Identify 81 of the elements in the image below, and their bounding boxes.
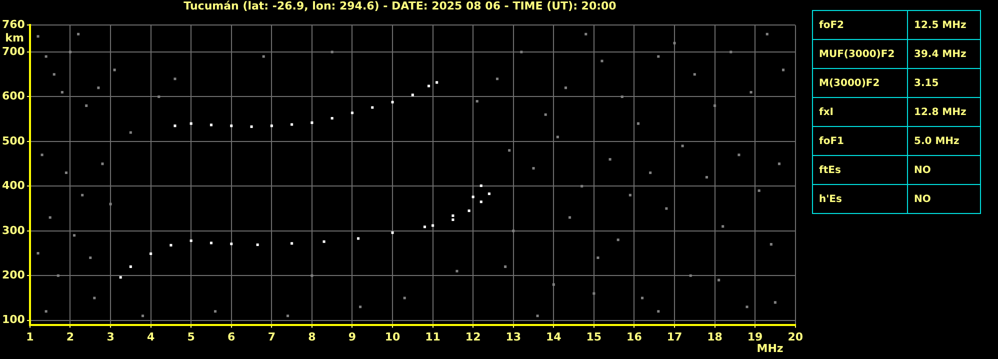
- point: [391, 100, 394, 104]
- point: [174, 124, 176, 128]
- y-tick-label: 100: [2, 313, 26, 326]
- point: [423, 226, 426, 228]
- x-tick-label: 14: [546, 330, 562, 344]
- point: [350, 112, 354, 114]
- text: fxI: [812, 98, 908, 126]
- text: NO: [908, 184, 980, 214]
- chart-title: Tucumán (lat: -26.9, lon: 294.6) - DATE: 2025 08 06 - TIME (UT): 20:00: [184, 0, 617, 12]
- x-tick-label: 4: [146, 330, 155, 344]
- x-tick-label: 19: [747, 330, 763, 344]
- point: [357, 237, 360, 240]
- x-axis-title: MHz: [756, 342, 784, 356]
- point: [468, 210, 470, 212]
- x-tick-label: 15: [586, 330, 602, 344]
- point: [411, 94, 414, 96]
- point: [190, 122, 192, 125]
- x-tick-label: 8: [308, 330, 316, 344]
- y-tick-label: 760: [2, 18, 26, 32]
- x-tick-label: 18: [707, 330, 722, 344]
- text: 39.4 MHz: [908, 40, 980, 68]
- point: [488, 192, 490, 196]
- point: [480, 184, 482, 188]
- point: [480, 200, 482, 204]
- y-axis-title: km: [5, 32, 24, 45]
- point: [436, 81, 438, 84]
- point: [290, 242, 294, 245]
- y-tick-label: 500: [2, 134, 26, 148]
- text: ftEs: [812, 156, 908, 184]
- x-tick-label: 16: [626, 330, 642, 344]
- text: MUF(3000)F2: [812, 40, 908, 68]
- point: [256, 243, 259, 246]
- point: [170, 244, 172, 246]
- point: [270, 124, 273, 128]
- point: [330, 116, 334, 120]
- point: [472, 196, 474, 198]
- text: 12.5 MHz: [908, 10, 980, 40]
- point: [230, 242, 233, 246]
- y-tick-label: 700: [2, 44, 26, 58]
- point: [391, 231, 394, 234]
- point: [210, 124, 213, 126]
- point: [190, 239, 192, 242]
- x-tick-label: 17: [666, 330, 682, 344]
- x-tick-label: 6: [228, 330, 236, 344]
- y-tick-label: 300: [2, 224, 26, 237]
- text: NO: [908, 156, 980, 184]
- point: [250, 125, 253, 128]
- y-tick-label: 200: [2, 268, 26, 282]
- x-tick-label: 10: [384, 330, 401, 344]
- point: [432, 224, 434, 227]
- y-tick-label: 600: [2, 90, 26, 103]
- point: [452, 218, 454, 221]
- text: foF1: [812, 126, 908, 156]
- x-tick-label: 11: [425, 330, 440, 344]
- x-tick-label: 2: [66, 330, 74, 344]
- point: [150, 252, 152, 255]
- x-tick-label: 1: [26, 330, 34, 344]
- text: 3.15: [908, 68, 980, 98]
- y-tick-label: 400: [2, 179, 26, 192]
- text: 12.8 MHz: [908, 98, 980, 126]
- point: [210, 242, 213, 244]
- x-tick-label: 5: [187, 330, 195, 344]
- x-tick-label: 12: [465, 330, 481, 344]
- x-tick-label: 9: [348, 330, 356, 344]
- x-tick-label: 20: [788, 330, 804, 344]
- point: [290, 123, 294, 126]
- x-tick-label: 3: [106, 330, 114, 344]
- x-tick-label: 7: [268, 330, 276, 344]
- point: [310, 121, 314, 124]
- point: [452, 214, 454, 217]
- point: [129, 265, 132, 268]
- text: foF2: [812, 10, 908, 40]
- point: [119, 276, 122, 279]
- point: [427, 84, 430, 88]
- text: h'Es: [812, 184, 908, 214]
- point: [371, 106, 374, 109]
- x-tick-label: 13: [506, 330, 522, 344]
- point: [322, 240, 326, 243]
- point: [230, 124, 233, 128]
- text: 5.0 MHz: [908, 126, 980, 156]
- text: M(3000)F2: [812, 68, 908, 98]
